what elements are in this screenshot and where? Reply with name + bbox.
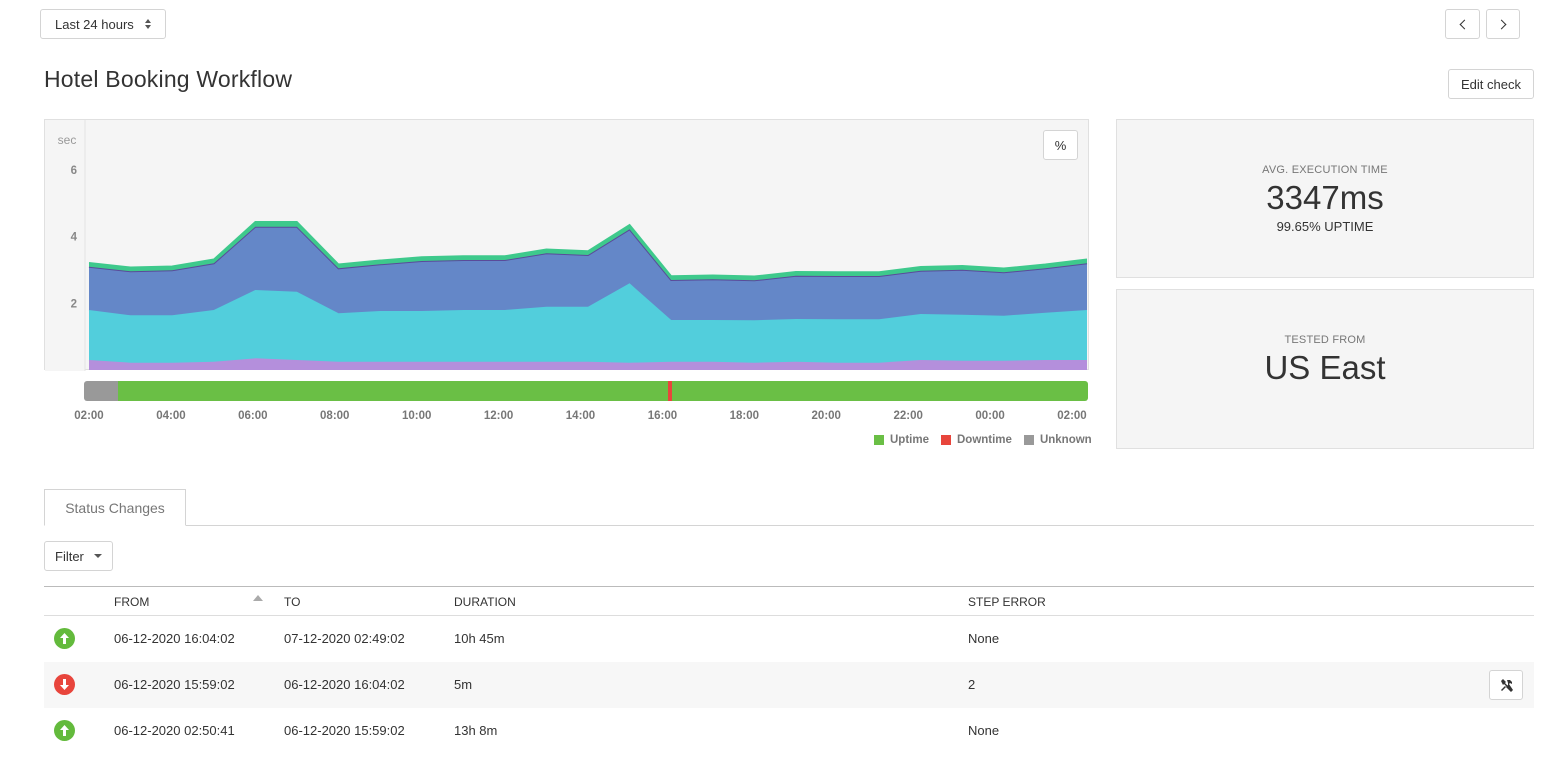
table-row: 06-12-2020 02:50:41 06-12-2020 15:59:02 … — [44, 708, 1534, 754]
area-series-1 — [89, 283, 1087, 363]
x-tick-label: 00:00 — [975, 410, 1005, 422]
cell-duration: 5m — [454, 677, 473, 692]
status-timeline-bar — [84, 381, 1088, 401]
page-title: Hotel Booking Workflow — [44, 66, 293, 92]
header-from[interactable]: FROM — [114, 595, 150, 609]
x-tick-label: 20:00 — [811, 410, 841, 422]
area-series-2 — [89, 226, 1087, 321]
tools-icon — [1501, 679, 1513, 692]
status-segment-unknown — [84, 381, 119, 401]
x-tick-label: 22:00 — [893, 410, 923, 422]
header-duration[interactable]: DURATION — [454, 595, 516, 609]
x-tick-label: 18:00 — [729, 410, 760, 422]
legend-unknown: Unknown — [1023, 434, 1092, 446]
chevron-right-icon — [1496, 19, 1507, 29]
area-series-0 — [89, 358, 1087, 370]
legend-downtime-label: Downtime — [956, 434, 1012, 446]
status-down-icon — [54, 674, 75, 695]
y-axis-title: sec — [58, 133, 77, 147]
previous-period-button[interactable] — [1445, 9, 1480, 39]
sort-ascending-icon[interactable] — [253, 595, 263, 601]
filter-label: Filter — [55, 548, 84, 564]
x-tick-label: 08:00 — [320, 410, 350, 422]
tab-bar-line — [44, 525, 1534, 526]
debug-tools-button[interactable] — [1489, 670, 1523, 700]
cell-to: 07-12-2020 02:49:02 — [284, 631, 405, 646]
uptime-swatch — [874, 435, 884, 445]
cell-from: 06-12-2020 02:50:41 — [114, 723, 235, 738]
x-tick-label: 10:00 — [401, 410, 432, 422]
x-tick-label: 02:00 — [74, 410, 104, 422]
tested-from-label: TESTED FROM — [1284, 334, 1366, 346]
y-tick-label: 2 — [71, 298, 77, 310]
cell-to: 06-12-2020 15:59:02 — [284, 723, 405, 738]
cell-step-error: None — [968, 723, 1000, 738]
cell-step-error: None — [968, 631, 1000, 646]
legend-uptime: Uptime — [874, 434, 929, 446]
edit-check-button[interactable]: Edit check — [1448, 69, 1534, 99]
status-up-icon — [54, 628, 75, 649]
y-tick-label: 6 — [71, 165, 77, 177]
x-tick-label: 12:00 — [483, 410, 514, 422]
sort-updown-icon — [145, 19, 151, 29]
status-segment-uptime — [118, 381, 669, 401]
table-header: FROM TO DURATION STEP ERROR — [44, 587, 1534, 616]
table-row: 06-12-2020 16:04:02 07-12-2020 02:49:02 … — [44, 616, 1534, 662]
downtime-swatch — [940, 435, 951, 445]
cell-duration: 13h 8m — [454, 723, 498, 738]
avg-execution-label: AVG. EXECUTION TIME — [1262, 164, 1388, 176]
response-time-chart: sec 2 4 6 — [44, 119, 1089, 371]
cell-from: 06-12-2020 16:04:02 — [114, 631, 235, 646]
y-tick-label: 4 — [71, 232, 78, 244]
time-range-select[interactable]: Last 24 hours — [40, 9, 166, 39]
status-up-icon — [54, 720, 75, 741]
status-segment-uptime — [672, 381, 1088, 401]
header-step-error[interactable]: STEP ERROR — [968, 595, 1046, 609]
avg-execution-card: AVG. EXECUTION TIME 3347ms 99.65% UPTIME — [1116, 119, 1534, 278]
tab-status-changes[interactable]: Status Changes — [44, 489, 186, 526]
time-range-label: Last 24 hours — [55, 16, 134, 32]
x-tick-label: 04:00 — [156, 410, 186, 422]
legend-downtime: Downtime — [940, 434, 1012, 446]
chart-canvas: sec 2 4 6 — [45, 120, 1088, 371]
cell-duration: 10h 45m — [454, 631, 505, 646]
x-tick-label: 06:00 — [238, 410, 268, 422]
cell-step-error: 2 — [968, 677, 976, 692]
tested-from-value: US East — [1264, 349, 1386, 386]
line-series-3 — [88, 220, 1088, 278]
status-changes-table: FROM TO DURATION STEP ERROR 06-12-2020 1… — [44, 586, 1534, 754]
avg-execution-value: 3347ms — [1266, 179, 1384, 216]
status-segment-downtime — [668, 381, 673, 401]
uptime-percentage: 99.65% UPTIME — [1276, 219, 1374, 234]
cell-from: 06-12-2020 15:59:02 — [114, 677, 235, 692]
status-legend: Uptime Downtime Unknown — [874, 434, 1092, 446]
header-to[interactable]: TO — [284, 595, 301, 609]
y-axis-area — [45, 120, 85, 371]
filter-dropdown[interactable]: Filter — [44, 541, 113, 571]
x-tick-label: 14:00 — [565, 410, 596, 422]
unknown-swatch — [1023, 435, 1034, 445]
caret-down-icon — [94, 554, 102, 558]
next-period-button[interactable] — [1486, 9, 1520, 39]
percent-toggle-button[interactable]: % — [1043, 130, 1078, 160]
legend-unknown-label: Unknown — [1039, 434, 1092, 446]
chevron-left-icon — [1459, 19, 1469, 29]
cell-to: 06-12-2020 16:04:02 — [284, 677, 405, 692]
x-tick-label: 16:00 — [647, 410, 678, 422]
tested-from-card: TESTED FROM US East — [1116, 289, 1534, 449]
x-tick-label: 02:00 — [1057, 410, 1087, 422]
table-row: 06-12-2020 15:59:02 06-12-2020 16:04:02 … — [44, 662, 1534, 708]
legend-uptime-label: Uptime — [890, 434, 929, 446]
